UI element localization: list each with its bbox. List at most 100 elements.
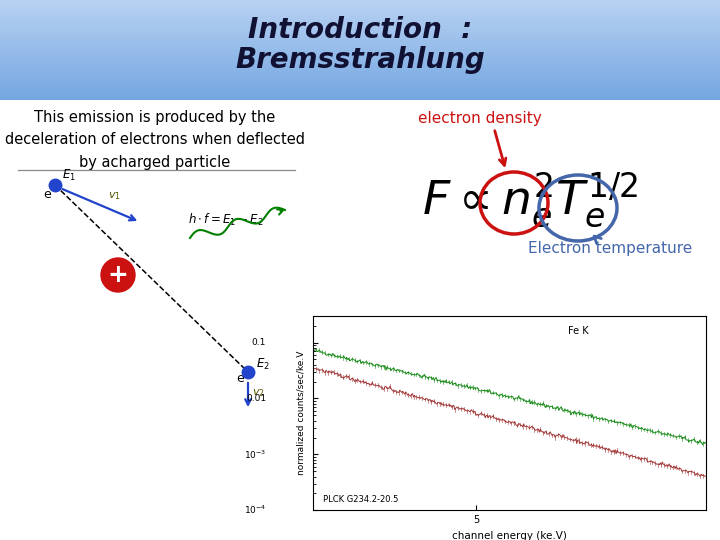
Bar [0,29,720,30]
Text: This emission is produced by the
deceleration of electrons when deflected
by ach: This emission is produced by the deceler… [5,110,305,170]
Bar [0,50,720,51]
Bar [0,89,720,90]
Text: $v_2$: $v_2$ [252,387,265,399]
Bar [0,4,720,5]
Bar [0,0,720,1]
Bar [0,68,720,69]
Bar [0,95,720,96]
Bar [0,55,720,56]
Bar [0,81,720,83]
Bar [0,40,720,41]
Bar [0,21,720,23]
Bar [0,44,720,45]
Bar [0,1,720,3]
Bar [0,28,720,29]
Bar [0,5,720,6]
Bar [0,64,720,65]
Bar [0,24,720,25]
Bar [0,39,720,40]
Bar [0,85,720,86]
Bar [0,52,720,54]
Bar [0,86,720,87]
Bar [0,23,720,24]
Bar [0,76,720,78]
Bar [0,10,720,11]
Text: $10^{-3}$: $10^{-3}$ [244,448,266,461]
Text: 0.01: 0.01 [246,394,266,403]
Bar [0,60,720,61]
Bar [0,12,720,14]
Bar [0,25,720,26]
Bar [0,9,720,10]
Bar [0,84,720,85]
Bar [0,46,720,48]
Bar [0,31,720,32]
Bar [0,14,720,15]
Bar [0,79,720,80]
Bar [0,70,720,71]
Text: Fe K: Fe K [568,326,589,336]
Bar [0,75,720,76]
Circle shape [101,258,135,292]
Bar [0,78,720,79]
Bar [0,30,720,31]
Bar [0,20,720,21]
Text: Bremsstrahlung: Bremsstrahlung [235,46,485,74]
Bar [0,49,720,50]
Bar [0,96,720,98]
Bar [0,36,720,37]
Bar [0,17,720,19]
Bar [0,43,720,44]
Bar [0,61,720,63]
Bar [0,45,720,46]
Bar [0,48,720,49]
Bar [0,69,720,70]
Text: e: e [43,188,50,201]
Bar [0,98,720,99]
Text: e: e [236,372,244,385]
Bar [0,83,720,84]
Bar [0,94,720,95]
Bar [0,26,720,28]
Bar [0,16,720,17]
Text: $10^{-4}$: $10^{-4}$ [243,504,266,516]
Text: Introduction  :: Introduction : [248,16,472,44]
Bar [0,87,720,89]
Bar [0,19,720,20]
Text: $F \propto n_e^2 T_e^{1/2}$: $F \propto n_e^2 T_e^{1/2}$ [422,171,639,230]
Bar [0,80,720,81]
Text: 0.1: 0.1 [252,338,266,347]
Bar [0,92,720,94]
Bar [0,72,720,74]
Bar [0,35,720,36]
Bar [0,65,720,66]
Bar [0,74,720,75]
Bar [0,8,720,9]
Text: $v_1$: $v_1$ [108,190,121,202]
Y-axis label: normalized counts/sec/ke.V: normalized counts/sec/ke.V [297,351,305,475]
Bar [0,6,720,8]
Bar [0,57,720,59]
Text: PLCK G234.2-20.5: PLCK G234.2-20.5 [323,495,399,504]
Bar [0,54,720,55]
Bar [0,37,720,39]
Bar [0,51,720,52]
Text: $E_1$: $E_1$ [62,168,76,183]
Bar [0,3,720,4]
Bar [0,33,720,35]
X-axis label: channel energy (ke.V): channel energy (ke.V) [452,531,567,540]
Text: Electron temperature: Electron temperature [528,240,692,255]
Text: $h\cdot f=E_1-E_2$: $h\cdot f=E_1-E_2$ [188,212,264,228]
Bar [0,71,720,72]
Bar [0,63,720,64]
Bar [0,91,720,92]
Bar [0,59,720,60]
Text: +: + [107,263,128,287]
Bar [0,11,720,12]
Bar [0,41,720,43]
Bar [0,15,720,16]
Text: $E_2$: $E_2$ [256,357,270,372]
Bar [0,90,720,91]
Bar [0,56,720,57]
Bar [0,66,720,68]
